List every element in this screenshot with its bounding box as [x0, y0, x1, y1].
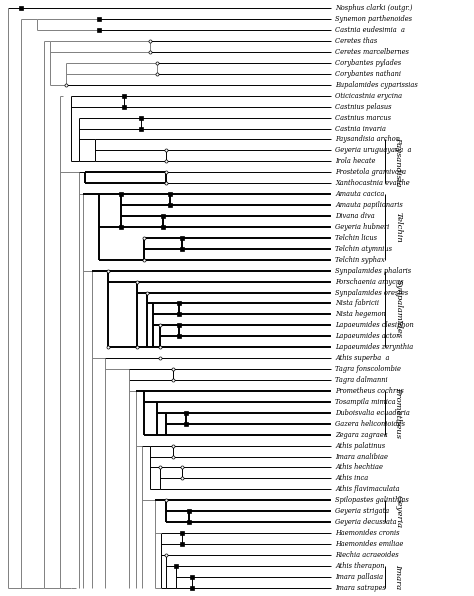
Text: Gazera heliconioides: Gazera heliconioides: [336, 420, 405, 428]
Text: Athis inca: Athis inca: [336, 474, 369, 482]
Text: Athis therapon: Athis therapon: [336, 562, 385, 570]
Text: Tagra dalmanni: Tagra dalmanni: [336, 376, 388, 384]
Text: Synemon parthenoides: Synemon parthenoides: [336, 15, 412, 23]
Text: Athis superba  a: Athis superba a: [336, 354, 390, 362]
Text: Forschaenia amycus: Forschaenia amycus: [336, 278, 404, 285]
Text: Imara satrapes: Imara satrapes: [336, 583, 386, 592]
Text: Imara pallasia: Imara pallasia: [336, 573, 383, 581]
Text: Zegara zagraea: Zegara zagraea: [336, 431, 388, 439]
Text: Xanthocastnia evalthe: Xanthocastnia evalthe: [336, 179, 410, 187]
Text: Nista hegemon: Nista hegemon: [336, 311, 386, 318]
Text: Castnius marcus: Castnius marcus: [336, 114, 392, 122]
Text: Corybantes nathani: Corybantes nathani: [336, 70, 401, 78]
Text: Geyeria strigata: Geyeria strigata: [336, 507, 390, 515]
Text: Ceretes marcelbernes: Ceretes marcelbernes: [336, 48, 409, 56]
Text: Synpalamides orestes: Synpalamides orestes: [336, 288, 409, 297]
Text: Frostetola gramivora: Frostetola gramivora: [336, 168, 407, 176]
Text: Haemonides emiliae: Haemonides emiliae: [336, 540, 404, 548]
Text: Prometheus cochrus: Prometheus cochrus: [336, 387, 404, 395]
Text: Eupalamides cyparissias: Eupalamides cyparissias: [336, 81, 418, 89]
Text: Oticicastnia erycina: Oticicastnia erycina: [336, 92, 402, 100]
Text: Nista fabricii: Nista fabricii: [336, 299, 379, 308]
Text: Telchin syphax: Telchin syphax: [336, 256, 385, 264]
Text: Synpalamides phalaris: Synpalamides phalaris: [336, 266, 411, 275]
Text: Divana diva: Divana diva: [336, 212, 375, 220]
Text: Prometheus: Prometheus: [395, 387, 402, 438]
Text: Paysandisia: Paysandisia: [395, 136, 402, 186]
Text: Castnia invaria: Castnia invaria: [336, 125, 386, 132]
Text: Imara analibiae: Imara analibiae: [336, 452, 388, 461]
Text: Telchin licus: Telchin licus: [336, 234, 377, 242]
Text: Corybantes pylades: Corybantes pylades: [336, 59, 401, 67]
Text: Athis flavimaculata: Athis flavimaculata: [336, 485, 400, 493]
Text: Castnia eudesimia  a: Castnia eudesimia a: [336, 26, 405, 34]
Text: Riechia acraeoides: Riechia acraeoides: [336, 551, 399, 559]
Text: Nosphus clarki (outgr.): Nosphus clarki (outgr.): [336, 4, 413, 13]
Text: Geyeria: Geyeria: [395, 495, 402, 528]
Text: Athis hechtiae: Athis hechtiae: [336, 464, 383, 471]
Text: Tagra fonscolombie: Tagra fonscolombie: [336, 365, 401, 373]
Text: Tosampila mimica: Tosampila mimica: [336, 398, 396, 406]
Text: Paysandisia archon: Paysandisia archon: [336, 135, 401, 144]
Text: Synpalamides: Synpalamides: [395, 280, 402, 339]
Text: Lapaeumides clesiphon: Lapaeumides clesiphon: [336, 321, 414, 330]
Text: Telchin: Telchin: [395, 212, 402, 243]
Text: Telchin atymnius: Telchin atymnius: [336, 245, 392, 253]
Text: Lapaeumides zerynthia: Lapaeumides zerynthia: [336, 343, 414, 351]
Text: Haemonides cronis: Haemonides cronis: [336, 529, 400, 537]
Text: Lapaeumides actor: Lapaeumides actor: [336, 332, 400, 340]
Text: Irola hecate: Irola hecate: [336, 157, 376, 165]
Text: Amauta cacica: Amauta cacica: [336, 190, 385, 198]
Text: Amauta papilionaris: Amauta papilionaris: [336, 201, 403, 209]
Text: Duboisvalia ecuadoria: Duboisvalia ecuadoria: [336, 409, 410, 417]
Text: Athis palatinus: Athis palatinus: [336, 442, 385, 449]
Text: Castnius pelasus: Castnius pelasus: [336, 103, 392, 111]
Text: Geyeria uruguayana  a: Geyeria uruguayana a: [336, 147, 412, 154]
Text: Ceretes thas: Ceretes thas: [336, 37, 378, 45]
Text: Geyeria hubneri: Geyeria hubneri: [336, 223, 390, 231]
Text: Geyeria decussata: Geyeria decussata: [336, 518, 397, 526]
Text: Spilopastes galinthias: Spilopastes galinthias: [336, 496, 409, 504]
Text: Imara: Imara: [395, 564, 402, 589]
